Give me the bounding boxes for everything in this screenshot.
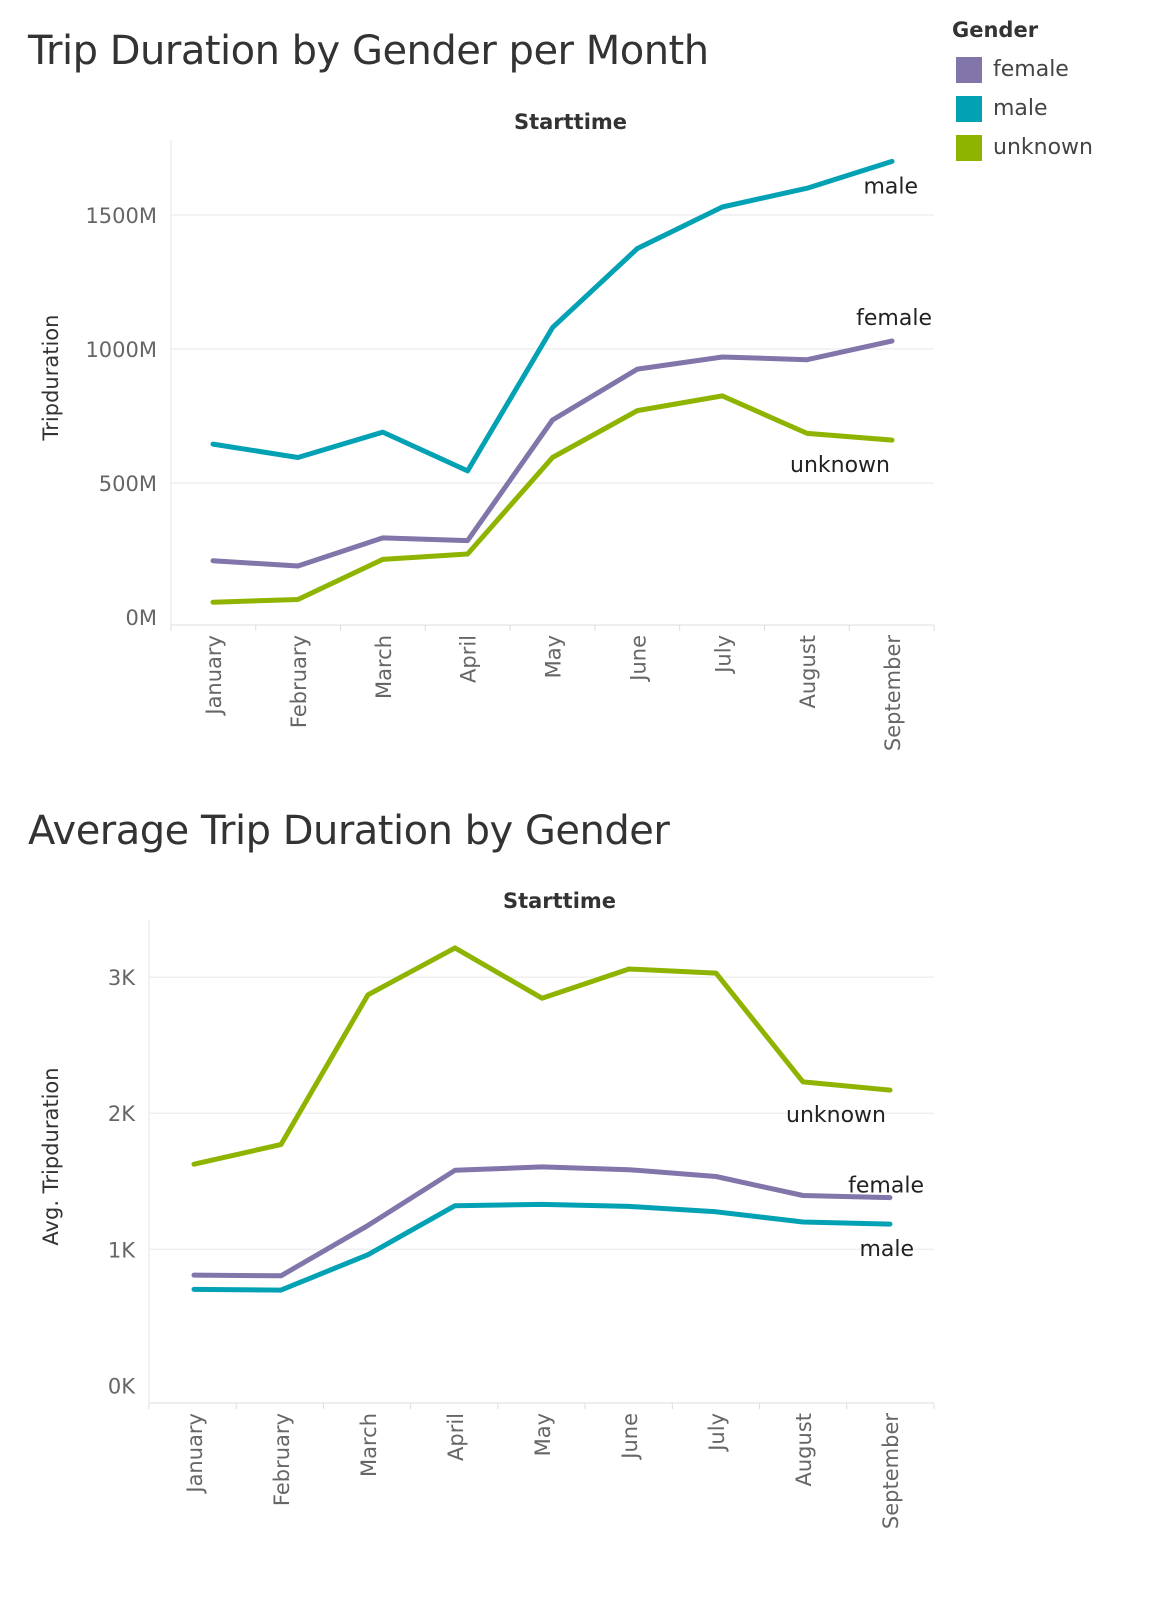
series-end-label-male: male: [859, 1237, 914, 1262]
y-tick-label: 500M: [99, 472, 157, 496]
chart-trip-duration: Starttime 0M 500M 1000M 1500M Tripduration Jan…: [39, 110, 935, 751]
chart-header: Starttime: [503, 889, 616, 913]
x-tick-label: May: [531, 1413, 555, 1456]
y-tick-label: 1K: [108, 1238, 136, 1262]
x-tick-label: March: [357, 1413, 381, 1477]
y-tick-label: 0K: [108, 1374, 136, 1398]
legend-item-unknown[interactable]: unknown: [952, 128, 1093, 167]
chart-title-trip-duration: Trip Duration by Gender per Month: [28, 28, 709, 74]
x-tick-label: June: [626, 635, 650, 683]
series-end-label-male: male: [863, 174, 918, 199]
x-tick-label: February: [270, 1413, 294, 1506]
series-end-label-unknown: unknown: [790, 453, 890, 478]
series-line-female[interactable]: [210, 338, 895, 569]
y-axis-title: Avg. Tripduration: [39, 1067, 63, 1245]
legend-label-unknown: unknown: [993, 135, 1093, 160]
x-tick-label: February: [287, 635, 311, 728]
x-tick-label: March: [372, 635, 396, 699]
x-tick-label: August: [796, 635, 820, 709]
legend-item-male[interactable]: male: [952, 89, 1093, 128]
series-line-unknown[interactable]: [210, 393, 895, 605]
x-tick-label: September: [879, 1413, 903, 1529]
legend-item-female[interactable]: female: [952, 50, 1093, 89]
series-end-label-unknown: unknown: [786, 1103, 886, 1128]
chart-header: Starttime: [514, 110, 627, 134]
series-end-label-female: female: [848, 1174, 924, 1199]
legend: Gender female male unknown: [952, 18, 1093, 167]
x-tick-label: August: [792, 1413, 816, 1487]
series-line-male[interactable]: [210, 158, 895, 474]
legend-label-female: female: [993, 57, 1069, 82]
y-tick-label: 2K: [108, 1102, 136, 1126]
x-tick-label: January: [202, 635, 226, 717]
x-tick-label: September: [881, 635, 905, 751]
chart-title-average-trip-duration: Average Trip Duration by Gender: [28, 808, 670, 854]
y-tick-label: 0M: [126, 606, 157, 630]
y-tick-label: 1000M: [85, 338, 157, 362]
series-end-label-female: female: [856, 306, 932, 331]
x-tick-label: May: [542, 635, 566, 678]
legend-swatch-unknown: [956, 134, 982, 161]
legend-label-male: male: [993, 96, 1048, 121]
legend-swatch-female: [956, 56, 982, 83]
x-tick-label: June: [618, 1413, 642, 1461]
x-tick-label: April: [444, 1413, 468, 1461]
series-line-female[interactable]: [191, 1164, 893, 1279]
x-tick-label: January: [183, 1413, 207, 1495]
series-line-unknown[interactable]: [191, 945, 893, 1167]
legend-title: Gender: [952, 18, 1039, 42]
x-tick-label: April: [457, 635, 481, 683]
y-tick-label: 1500M: [85, 204, 157, 228]
legend-swatch-male: [956, 95, 982, 122]
y-tick-label: 3K: [108, 966, 136, 990]
series-line-male[interactable]: [191, 1201, 893, 1293]
y-axis-title: Tripduration: [39, 315, 63, 442]
x-tick-label: July: [711, 635, 735, 675]
x-tick-label: July: [705, 1413, 729, 1453]
